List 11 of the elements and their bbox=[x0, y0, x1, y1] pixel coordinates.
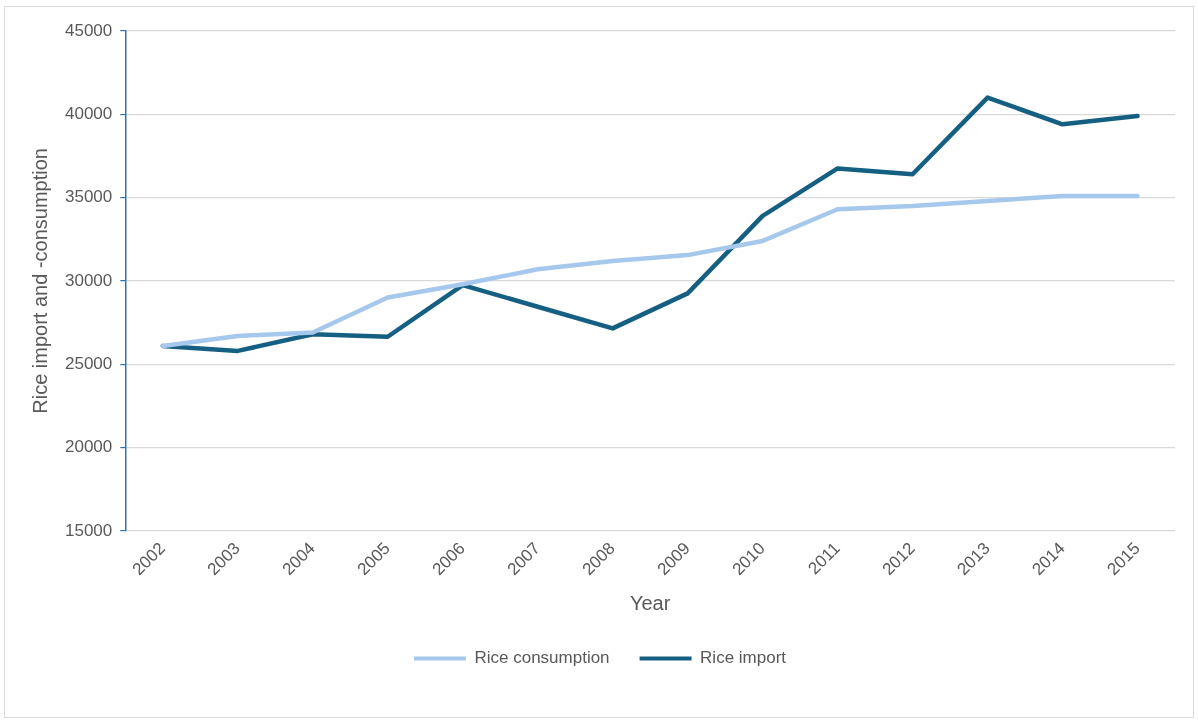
y-tick-label: 30000 bbox=[64, 270, 113, 290]
y-tick-label: 45000 bbox=[64, 20, 113, 40]
y-tick-label: 35000 bbox=[64, 187, 113, 207]
legend-label: Rice import bbox=[700, 648, 787, 668]
legend-label: Rice consumption bbox=[474, 648, 610, 668]
x-axis-title: Year bbox=[629, 591, 671, 614]
y-tick-label: 25000 bbox=[64, 353, 113, 373]
y-tick-label: 15000 bbox=[64, 520, 113, 540]
y-axis-title: Rice import and -consumption bbox=[28, 148, 51, 414]
y-tick-label: 40000 bbox=[64, 103, 113, 123]
y-tick-label: 20000 bbox=[64, 437, 113, 457]
